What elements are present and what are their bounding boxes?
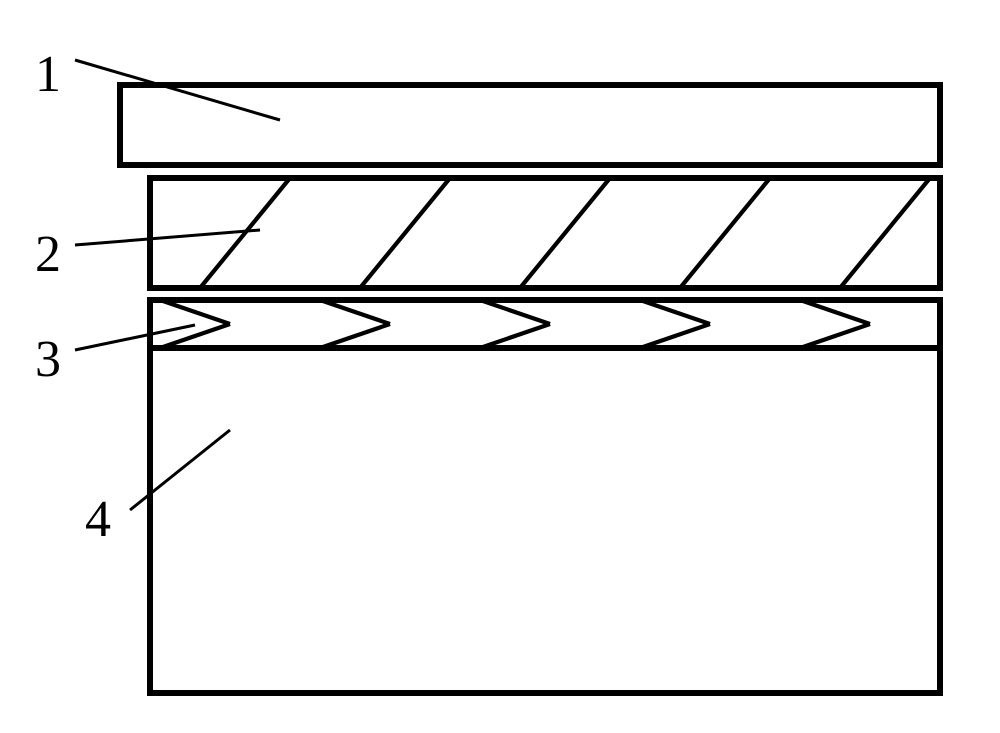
layer-label-4: 4: [85, 490, 111, 549]
layer-label-2: 2: [35, 225, 61, 284]
layer-label-1: 1: [35, 45, 61, 104]
layer-label-3: 3: [35, 330, 61, 389]
diagram-svg: [0, 0, 1000, 733]
diagram-canvas: 1 2 3 4: [0, 0, 1000, 733]
